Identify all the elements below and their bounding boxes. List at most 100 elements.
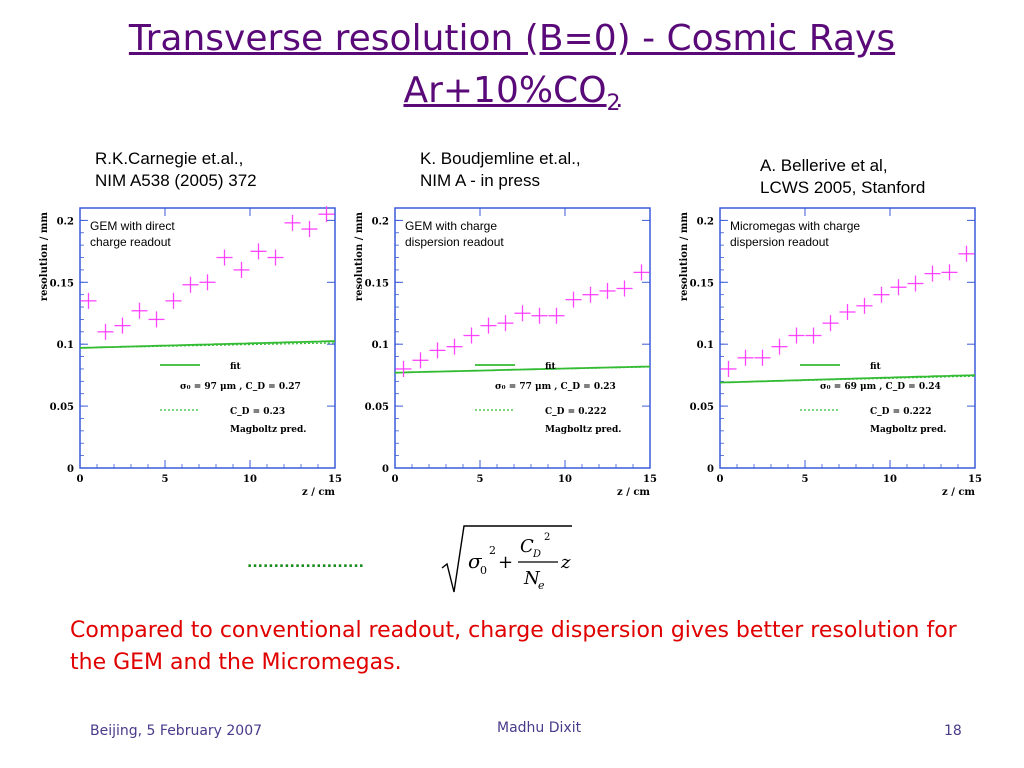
chart-panel-micromegas-dispersion: 0 0.05 0.1 0.15 0.2 0 5 10 15 z / cm resolution / … (675, 200, 1005, 500)
chart-panel-gem-direct: 0 0.05 0.1 0.15 0.2 0 5 10 15 z / cm resolution / … (35, 200, 365, 500)
square-root-sign (441, 525, 572, 593)
data-point (856, 297, 873, 314)
data-point (565, 291, 582, 308)
y-tick-label: 0.2 (697, 216, 714, 227)
legend-fit-label: fit (545, 362, 557, 372)
y-tick-label: 0.05 (50, 402, 74, 413)
data-point (873, 286, 890, 303)
legend-pred-note: Magboltz pred. (545, 425, 621, 435)
data-point (531, 307, 548, 324)
chart-title-line: GEM with direct (90, 219, 175, 233)
reference-1: R.K.Carnegie et.al., NIM A538 (2005) 372 (95, 148, 257, 192)
data-point (924, 265, 941, 282)
legend-pred-label: C_D = 0.222 (545, 407, 606, 417)
plot-frame (394, 207, 651, 469)
data-point (148, 311, 165, 328)
reference-1-journal: NIM A538 (2005) 372 (95, 171, 257, 190)
data-point (412, 352, 429, 369)
chart-gem-direct: 0 0.05 0.1 0.15 0.2 0 5 10 15 z / cm resolution / … (39, 206, 342, 498)
y-tick-label: 0.2 (57, 216, 74, 227)
legend-pred-label: C_D = 0.222 (870, 407, 931, 417)
x-tick-label: 10 (558, 474, 572, 485)
y-tick-label: 0 (67, 464, 74, 475)
y-axis-label: resolution / mm (354, 212, 365, 302)
denominator-subscript: e (538, 579, 545, 592)
x-tick-label: 5 (477, 474, 484, 485)
legend-fit-label: fit (230, 362, 242, 372)
gas-mixture: Ar+10%CO (403, 70, 607, 111)
x-tick-label: 15 (643, 474, 657, 485)
y-tick-label: 0.05 (365, 402, 389, 413)
legend-fit-params: σ₀ = 69 μm , C_D = 0.24 (820, 382, 941, 392)
data-point (284, 214, 301, 231)
sigma-exponent: 2 (489, 544, 496, 557)
numerator-subscript: D (532, 549, 541, 560)
x-tick-label: 5 (802, 474, 809, 485)
y-tick-label: 0.15 (690, 278, 714, 289)
y-tick-label: 0.1 (697, 340, 714, 351)
data-point (582, 286, 599, 303)
x-tick-label: 0 (77, 474, 84, 485)
plot-frame (719, 207, 976, 469)
legend-pred-label: C_D = 0.23 (230, 407, 285, 417)
data-point (233, 261, 250, 278)
legend-fit-params: σ₀ = 97 μm , C_D = 0.27 (180, 382, 301, 392)
data-point (199, 274, 216, 291)
variable-z: z (560, 552, 571, 573)
data-point (131, 302, 148, 319)
reference-3-authors: A. Bellerive et al, (760, 156, 888, 175)
x-tick-label: 10 (243, 474, 257, 485)
conclusion-text: Compared to conventional readout, charge… (70, 618, 957, 675)
sigma-subscript: 0 (480, 564, 487, 577)
data-point (737, 349, 754, 366)
x-tick-label: 15 (328, 474, 342, 485)
data-point (80, 292, 97, 309)
reference-3: A. Bellerive et al, LCWS 2005, Stanford (760, 155, 925, 199)
y-tick-label: 0.15 (50, 278, 74, 289)
legend-fit-label: fit (870, 362, 882, 372)
sigma-symbol: σ (468, 549, 483, 573)
y-tick-label: 0.1 (57, 340, 74, 351)
y-axis-label: resolution / mm (39, 212, 50, 302)
fit-curve (719, 374, 976, 384)
y-tick-label: 0.05 (690, 402, 714, 413)
data-point (941, 264, 958, 281)
slide-title-line2: Ar+10%CO2 (0, 70, 1024, 116)
footer-page-number: 18 (944, 723, 962, 739)
data-point (890, 279, 907, 296)
chart-gem-dispersion: 0 0.05 0.1 0.15 0.2 0 5 10 15 z / cm resolution / … (354, 207, 657, 498)
fit-curve (394, 365, 651, 374)
y-tick-label: 0 (707, 464, 714, 475)
x-tick-label: 15 (968, 474, 982, 485)
data-point (463, 327, 480, 344)
slide-title-line1: Transverse resolution (B=0) - Cosmic Ray… (128, 18, 896, 59)
y-tick-label: 0.2 (372, 216, 389, 227)
denominator-n: N (523, 568, 541, 589)
x-axis-label: z / cm (302, 487, 335, 498)
data-point (216, 249, 233, 266)
data-point (907, 275, 924, 292)
prediction-curve (79, 342, 336, 349)
chart-panel-gem-dispersion: 0 0.05 0.1 0.15 0.2 0 5 10 15 z / cm resolution / … (350, 200, 680, 500)
x-tick-label: 0 (717, 474, 724, 485)
data-point (318, 206, 335, 223)
data-point (497, 315, 514, 332)
data-point (822, 315, 839, 332)
x-axis-label: z / cm (942, 487, 975, 498)
resolution-formula: σ 0 2 + C D 2 N e z (441, 525, 572, 593)
chart-title-line: dispersion readout (730, 235, 829, 249)
chart-title-line: Micromegas with charge (730, 219, 860, 233)
y-axis-label: resolution / mm (679, 212, 690, 302)
data-point (616, 280, 633, 297)
data-point (754, 349, 771, 366)
data-point (805, 327, 822, 344)
data-point (446, 338, 463, 355)
data-point (267, 249, 284, 266)
plus-sign: + (498, 552, 513, 573)
y-tick-label: 0.15 (365, 278, 389, 289)
x-axis-label: z / cm (617, 487, 650, 498)
legend-pred-note: Magboltz pred. (870, 425, 946, 435)
data-point (633, 264, 650, 281)
data-point (839, 304, 856, 320)
data-point (599, 282, 616, 299)
